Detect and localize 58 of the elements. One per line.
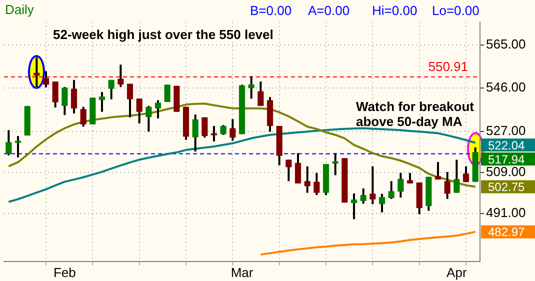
candlestick xyxy=(146,104,152,133)
candlestick xyxy=(6,129,12,156)
text: B=0.00 xyxy=(250,3,292,18)
candlestick xyxy=(350,192,358,220)
candlestick xyxy=(52,80,58,108)
candlestick xyxy=(286,158,292,182)
y-tick-label: 546.00 xyxy=(486,80,526,95)
candlestick xyxy=(304,165,310,194)
candlestick xyxy=(360,187,366,205)
candlestick xyxy=(388,180,394,200)
candlestick xyxy=(70,78,78,114)
candlestick xyxy=(62,86,68,116)
data-label: 522.04 xyxy=(488,138,526,152)
candlestick xyxy=(454,158,460,194)
y-tick-label: 509.00 xyxy=(486,164,526,180)
candlestick xyxy=(434,160,442,181)
x-tick-label: Feb xyxy=(53,264,76,280)
candlestick xyxy=(118,64,124,88)
candlestick xyxy=(462,165,470,184)
candlestick xyxy=(258,80,264,107)
y-tick-label: 565.00 xyxy=(486,36,526,52)
ref-line-label: 550.91 xyxy=(428,59,468,74)
data-label: 502.75 xyxy=(488,180,526,194)
text: Hi=0.00 xyxy=(372,3,418,18)
annotation: 52-week high just over the 550 level xyxy=(53,27,274,42)
candlestick xyxy=(202,116,208,139)
candlestick xyxy=(42,70,50,88)
text: 517.94 xyxy=(488,152,525,166)
x-tick-label: Mar xyxy=(230,264,254,280)
text: A=0.00 xyxy=(308,3,350,18)
candlestick xyxy=(80,106,86,128)
candlestick xyxy=(98,90,106,113)
candlestick xyxy=(210,124,218,142)
x-tick-label: Apr xyxy=(446,264,468,280)
candlestick xyxy=(192,114,198,153)
candlestick xyxy=(248,75,254,100)
candlestick xyxy=(34,56,40,88)
candlestick xyxy=(220,124,226,136)
candlestick xyxy=(398,172,404,199)
text: Lo=0.00 xyxy=(432,3,480,18)
candlestick xyxy=(406,172,414,184)
chart-title: Daily xyxy=(5,2,34,17)
annotation: Watch for breakout above 50-day MA xyxy=(356,99,475,129)
candlestick xyxy=(126,82,134,118)
candlestick xyxy=(370,165,376,206)
candlestick xyxy=(14,135,22,158)
candlestick xyxy=(314,172,320,196)
candlestick xyxy=(154,99,162,120)
candlestick xyxy=(108,78,114,100)
candlestick xyxy=(164,84,170,104)
candlestick xyxy=(444,171,450,200)
y-tick-label: 491.00 xyxy=(486,205,526,220)
data-label: 482.97 xyxy=(488,225,526,240)
candlestick xyxy=(136,98,142,124)
y-tick-label: 527.00 xyxy=(486,123,526,138)
candlestick xyxy=(230,118,236,142)
candlestick xyxy=(378,192,386,214)
candlestick xyxy=(294,152,302,184)
